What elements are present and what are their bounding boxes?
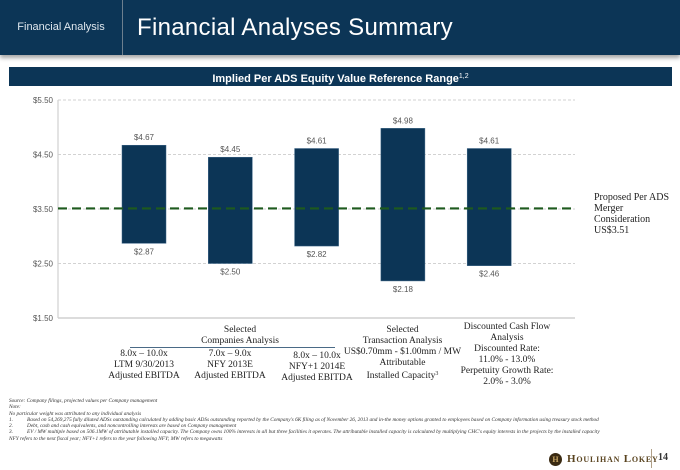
slide-header: Financial Analysis Financial Analyses Su… [0,0,680,55]
houlihan-lokey-logo: H Houlihan Lokey [549,451,659,467]
logo-text: Houlihan Lokey [567,453,659,465]
section-label: Financial Analysis [17,21,105,33]
bar-low-label: $2.82 [307,250,328,259]
footnote-number: 3. [9,429,13,436]
category-line: 11.0% - 13.0% [478,355,536,365]
companies-group-label: Selected Companies Analysis [180,325,300,347]
group-label-line: Companies Analysis [201,336,279,346]
bar-low-label: $2.18 [393,285,414,294]
footnote-text: Debt, cash and cash equivalents, and non… [27,423,237,430]
page-number-divider [651,449,652,468]
bar-high-label: $4.45 [220,145,241,154]
category-line: Attributable [379,358,426,368]
category-line: Perpetuity Growth Rate: [460,366,554,376]
bar-low-label: $2.87 [134,247,155,256]
category-line: Installed Capacity [366,371,436,381]
y-tick-label: $4.50 [33,151,54,160]
reference-label-line: Proposed Per ADS [594,192,670,203]
category-line: US$0.70mm - $1.00mm / MW [343,347,462,357]
category-period: NFY+1 2014E [288,362,346,372]
category-line: 2.0% - 3.0% [483,377,531,387]
bar-high-label: $4.98 [393,116,414,125]
page-number: 14 [658,452,668,463]
chart-title: Implied Per ADS Equity Value Reference R… [212,73,459,85]
y-tick-label: $2.50 [33,260,54,269]
footnote-text: Based on 54,269,275 fully diluted ADSs o… [27,416,599,423]
header-divider [122,0,123,55]
reference-label-line: Consideration [594,214,651,225]
y-tick-label: $3.50 [33,205,54,214]
category-period: LTM 9/30/2013 [113,360,175,370]
category-line: Analysis [490,333,524,343]
category-multiple: 8.0x – 10.0x [120,349,168,359]
source-note: Source: Company filings, projected value… [9,398,158,404]
chart-title-footnote-ref: 1,2 [458,73,469,80]
footnote-number: 2. [9,423,13,430]
category-label-ltm: 8.0x – 10.0x LTM 9/30/2013 Adjusted EBIT… [94,349,194,382]
companies-group-underline [130,347,335,348]
category-line: Discounted Cash Flow [463,322,551,332]
range-bar [380,128,426,282]
footnote-item: 2. Debt, cash and cash equivalents, and … [9,423,674,429]
category-multiple: 8.0x – 10.0x [293,351,341,361]
bar-high-label: $4.61 [307,137,328,146]
bar-low-label: $2.46 [479,270,500,279]
category-period: NFY 2013E [207,360,253,370]
category-line: Selected [386,325,419,335]
chart-title-band: Implied Per ADS Equity Value Reference R… [9,67,672,86]
footnote-ref: 3 [435,371,439,377]
category-label-transaction: Selected Transaction Analysis US$0.70mm … [340,325,465,382]
category-line: Transaction Analysis [362,336,443,346]
footnote-number: 1. [9,416,13,423]
range-chart: $1.50 $2.50 $3.50 $4.50 $5.50 $4.67 $2.87 $4.4… [33,96,575,323]
category-label-nfy1: 8.0x – 10.0x NFY+1 2014E Adjusted EBITDA [267,351,367,384]
footnote-item: 1. Based on 54,269,275 fully diluted ADS… [9,417,674,423]
range-bar [121,144,167,244]
category-metric: Adjusted EBITDA [108,371,180,381]
range-bar [208,156,253,264]
category-line: Discounted Rate: [474,344,540,354]
abbreviations-note: NFY refers to the next fiscal year; NFY+… [9,435,223,442]
footnote-text: EV / MW multiple based on 506.1MW of att… [27,429,600,436]
group-label-line: Selected [223,325,257,335]
category-multiple: 7.0x – 9.0x [208,349,252,359]
category-metric: Adjusted EBITDA [281,373,353,383]
footnotes: Source: Company filings, projected value… [9,398,674,442]
y-tick-label: $1.50 [33,314,54,323]
bar-high-label: $4.67 [134,133,155,142]
reference-line-label: Proposed Per ADS Merger Consideration US… [594,192,680,236]
reference-label-line: US$3.51 [594,225,630,236]
footnote-item: 3. EV / MW multiple based on 506.1MW of … [9,429,674,435]
y-tick-label: $5.50 [33,96,54,105]
page-title: Financial Analyses Summary [137,14,453,41]
note-text: No particular weight was attributed to a… [9,410,142,417]
range-bar [294,148,339,247]
logo-emblem-icon: H [549,452,562,466]
bar-high-label: $4.61 [479,137,500,146]
reference-label-line: Merger [594,203,624,214]
note-label: Note: [9,404,21,411]
category-label-dcf: Discounted Cash Flow Analysis Discounted… [452,322,562,388]
category-metric: Adjusted EBITDA [194,371,266,381]
bar-low-label: $2.50 [220,268,241,277]
category-label-nfy: 7.0x – 9.0x NFY 2013E Adjusted EBITDA [180,349,280,382]
range-bar [466,148,512,266]
